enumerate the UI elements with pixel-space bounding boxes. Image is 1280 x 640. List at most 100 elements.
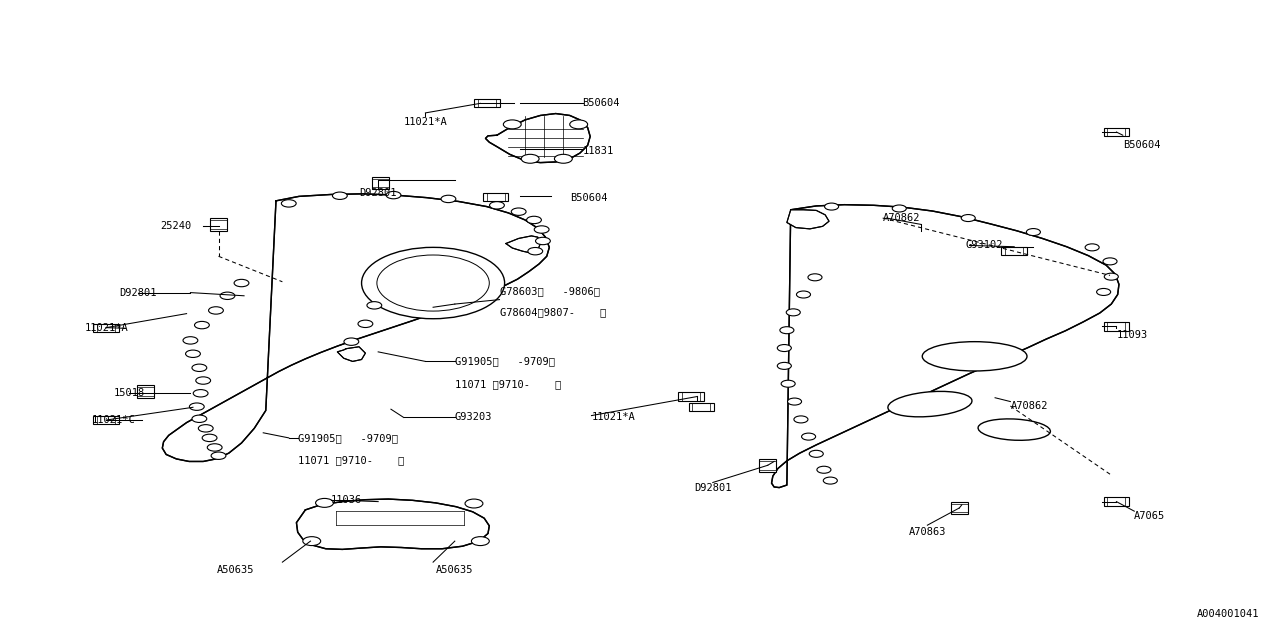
Circle shape bbox=[535, 237, 550, 244]
Circle shape bbox=[358, 320, 372, 328]
Polygon shape bbox=[787, 210, 829, 229]
Text: 15018: 15018 bbox=[114, 388, 145, 398]
FancyBboxPatch shape bbox=[210, 218, 227, 231]
Circle shape bbox=[809, 451, 823, 458]
Text: 11021*A: 11021*A bbox=[84, 323, 128, 333]
FancyBboxPatch shape bbox=[372, 177, 389, 189]
Text: G93102: G93102 bbox=[965, 241, 1004, 250]
Circle shape bbox=[361, 247, 504, 319]
Text: 11831: 11831 bbox=[582, 146, 614, 156]
Circle shape bbox=[521, 154, 539, 163]
FancyBboxPatch shape bbox=[137, 385, 154, 397]
Circle shape bbox=[1103, 258, 1117, 265]
Circle shape bbox=[471, 537, 489, 545]
FancyBboxPatch shape bbox=[759, 459, 776, 472]
Text: 25240: 25240 bbox=[161, 221, 192, 231]
Circle shape bbox=[316, 499, 334, 508]
FancyBboxPatch shape bbox=[689, 403, 714, 412]
Circle shape bbox=[183, 337, 198, 344]
Text: G91905〈   -9709〉: G91905〈 -9709〉 bbox=[298, 433, 398, 443]
Circle shape bbox=[787, 398, 801, 405]
Text: 11071 〈9710-    〉: 11071 〈9710- 〉 bbox=[454, 379, 561, 388]
Circle shape bbox=[503, 120, 521, 129]
Circle shape bbox=[202, 434, 218, 442]
Circle shape bbox=[367, 301, 381, 309]
Circle shape bbox=[817, 467, 831, 473]
Ellipse shape bbox=[923, 342, 1027, 371]
Polygon shape bbox=[506, 236, 540, 253]
Circle shape bbox=[794, 416, 808, 423]
Circle shape bbox=[781, 380, 795, 387]
Circle shape bbox=[186, 350, 201, 358]
Circle shape bbox=[333, 192, 347, 200]
Text: D92801: D92801 bbox=[694, 483, 732, 493]
Text: 11021*A: 11021*A bbox=[591, 413, 635, 422]
Circle shape bbox=[801, 433, 815, 440]
Circle shape bbox=[211, 452, 227, 460]
FancyBboxPatch shape bbox=[1103, 322, 1129, 330]
Circle shape bbox=[282, 200, 296, 207]
Text: G78604〈9807-    〉: G78604〈9807- 〉 bbox=[499, 307, 605, 317]
Polygon shape bbox=[485, 113, 590, 163]
Polygon shape bbox=[772, 205, 1119, 488]
Text: B50604: B50604 bbox=[570, 193, 607, 203]
Text: 11021*A: 11021*A bbox=[403, 118, 447, 127]
Text: 11093: 11093 bbox=[1116, 330, 1148, 340]
Circle shape bbox=[961, 214, 975, 221]
Circle shape bbox=[1097, 289, 1111, 296]
Text: A70863: A70863 bbox=[909, 527, 946, 536]
Circle shape bbox=[1105, 273, 1119, 280]
Text: A70862: A70862 bbox=[883, 213, 920, 223]
Text: D92801: D92801 bbox=[360, 188, 397, 198]
FancyBboxPatch shape bbox=[1103, 497, 1129, 506]
Circle shape bbox=[192, 415, 207, 422]
Text: A004001041: A004001041 bbox=[1197, 609, 1260, 620]
FancyBboxPatch shape bbox=[1103, 128, 1129, 136]
Circle shape bbox=[442, 195, 456, 203]
Circle shape bbox=[1085, 244, 1100, 251]
Circle shape bbox=[1027, 228, 1041, 236]
Circle shape bbox=[777, 362, 791, 369]
Circle shape bbox=[777, 344, 791, 351]
Text: A7065: A7065 bbox=[1134, 511, 1166, 521]
Text: B50604: B50604 bbox=[582, 99, 620, 108]
Circle shape bbox=[511, 208, 526, 216]
Circle shape bbox=[209, 307, 224, 314]
Circle shape bbox=[534, 226, 549, 233]
Circle shape bbox=[786, 309, 800, 316]
Circle shape bbox=[824, 203, 838, 210]
Circle shape bbox=[344, 338, 358, 346]
FancyBboxPatch shape bbox=[678, 392, 704, 401]
Circle shape bbox=[195, 321, 210, 329]
Polygon shape bbox=[163, 194, 549, 461]
Circle shape bbox=[207, 444, 223, 451]
Circle shape bbox=[198, 424, 214, 432]
Circle shape bbox=[189, 403, 205, 410]
Circle shape bbox=[554, 154, 572, 163]
FancyBboxPatch shape bbox=[483, 193, 508, 201]
Circle shape bbox=[780, 326, 794, 333]
Circle shape bbox=[303, 537, 321, 545]
FancyBboxPatch shape bbox=[1001, 247, 1027, 255]
Text: 11071 〈9710-    〉: 11071 〈9710- 〉 bbox=[298, 455, 404, 465]
FancyBboxPatch shape bbox=[474, 99, 499, 108]
Circle shape bbox=[196, 377, 211, 384]
Text: B50604: B50604 bbox=[1123, 140, 1160, 150]
Circle shape bbox=[526, 216, 541, 223]
Circle shape bbox=[193, 390, 209, 397]
Circle shape bbox=[796, 291, 810, 298]
FancyBboxPatch shape bbox=[951, 502, 968, 515]
Circle shape bbox=[808, 274, 822, 281]
Text: G93203: G93203 bbox=[454, 413, 493, 422]
Circle shape bbox=[376, 255, 489, 311]
Circle shape bbox=[387, 191, 401, 199]
Text: D92801: D92801 bbox=[119, 287, 157, 298]
Circle shape bbox=[527, 248, 543, 255]
Text: A70862: A70862 bbox=[1010, 401, 1048, 411]
FancyBboxPatch shape bbox=[93, 416, 119, 424]
Circle shape bbox=[465, 499, 483, 508]
Ellipse shape bbox=[888, 392, 972, 417]
Polygon shape bbox=[338, 347, 365, 362]
Ellipse shape bbox=[978, 419, 1051, 440]
Text: A50635: A50635 bbox=[216, 564, 253, 575]
